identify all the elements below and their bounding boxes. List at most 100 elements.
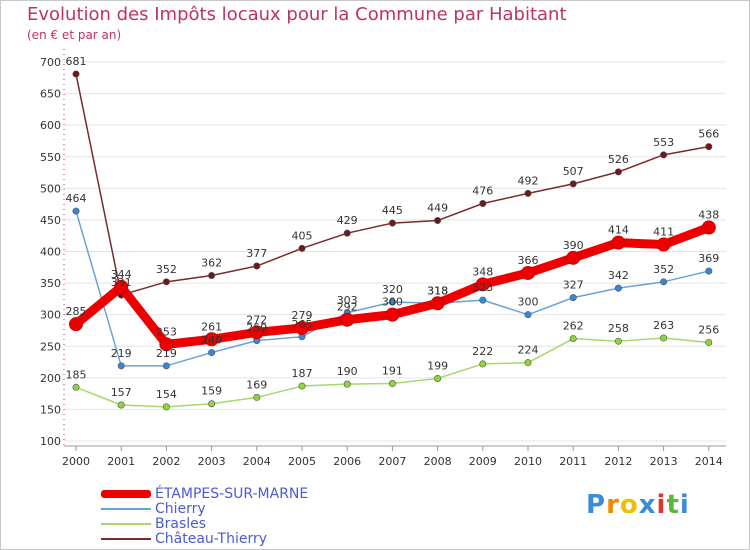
data-point bbox=[660, 334, 668, 342]
data-point bbox=[162, 403, 170, 411]
data-label: 352 bbox=[156, 263, 177, 276]
data-label: 285 bbox=[66, 305, 87, 318]
data-point bbox=[385, 307, 400, 322]
data-label: 292 bbox=[337, 301, 358, 314]
data-point bbox=[479, 199, 487, 207]
data-label: 405 bbox=[292, 229, 313, 242]
data-label: 553 bbox=[653, 136, 674, 149]
data-label: 222 bbox=[472, 345, 493, 358]
x-tick-label: 2002 bbox=[152, 455, 180, 468]
chart-subtitle: (en € et par an) bbox=[27, 28, 122, 42]
data-point bbox=[72, 207, 80, 215]
data-label: 240 bbox=[201, 334, 222, 347]
data-point bbox=[660, 151, 668, 159]
logo-letter: o bbox=[619, 490, 639, 520]
data-label: 369 bbox=[698, 252, 719, 265]
proxiti-logo: Proxiti bbox=[586, 490, 690, 520]
data-label: 279 bbox=[292, 309, 313, 322]
data-label: 265 bbox=[292, 318, 313, 331]
data-point bbox=[249, 325, 264, 340]
data-label: 199 bbox=[427, 359, 448, 372]
data-label: 438 bbox=[698, 208, 719, 221]
y-tick-label: 250 bbox=[40, 340, 61, 353]
legend: ÉTAMPES-SUR-MARNE Chierry Brasles Châtea… bbox=[101, 487, 361, 547]
data-label: 681 bbox=[66, 55, 87, 68]
y-tick-label: 650 bbox=[40, 88, 61, 101]
data-label: 190 bbox=[337, 365, 358, 378]
data-label: 323 bbox=[472, 281, 493, 294]
data-label: 344 bbox=[111, 268, 132, 281]
data-label: 526 bbox=[608, 153, 629, 166]
legend-label-etampes: ÉTAMPES-SUR-MARNE bbox=[155, 486, 309, 502]
y-tick-label: 100 bbox=[40, 435, 61, 448]
x-tick-label: 2007 bbox=[378, 455, 406, 468]
data-label: 262 bbox=[563, 320, 584, 333]
data-label: 342 bbox=[608, 269, 629, 282]
data-point bbox=[340, 312, 355, 327]
data-point bbox=[253, 393, 261, 401]
data-label: 414 bbox=[608, 224, 629, 237]
data-point bbox=[159, 337, 174, 352]
data-label: 492 bbox=[518, 174, 539, 187]
data-point bbox=[705, 267, 713, 275]
data-label: 390 bbox=[563, 239, 584, 252]
data-point bbox=[614, 337, 622, 345]
x-tick-label: 2000 bbox=[62, 455, 90, 468]
data-point bbox=[117, 362, 125, 370]
data-label: 362 bbox=[201, 257, 222, 270]
data-label: 185 bbox=[66, 368, 87, 381]
data-label: 224 bbox=[518, 344, 539, 357]
data-label: 507 bbox=[563, 165, 584, 178]
data-point bbox=[388, 380, 396, 388]
logo-letter: r bbox=[606, 490, 620, 520]
data-point bbox=[614, 284, 622, 292]
data-point bbox=[388, 298, 396, 306]
data-label: 429 bbox=[337, 214, 358, 227]
data-point bbox=[434, 217, 442, 225]
data-label: 366 bbox=[518, 254, 539, 267]
data-label: 303 bbox=[337, 294, 358, 307]
data-point bbox=[388, 219, 396, 227]
data-point bbox=[660, 278, 668, 286]
logo-letter: t bbox=[666, 490, 680, 520]
data-label: 449 bbox=[427, 202, 448, 215]
data-point bbox=[295, 320, 309, 335]
data-point bbox=[69, 317, 83, 332]
logo-letter: P bbox=[586, 490, 607, 520]
legend-item-etampes: ÉTAMPES-SUR-MARNE bbox=[101, 487, 361, 502]
x-tick-label: 2009 bbox=[469, 455, 497, 468]
data-point bbox=[705, 338, 713, 346]
legend-label-brasles: Brasles bbox=[155, 516, 207, 532]
data-label: 352 bbox=[653, 263, 674, 276]
data-point bbox=[208, 272, 216, 280]
data-point bbox=[343, 380, 351, 388]
data-point bbox=[117, 401, 125, 409]
data-point bbox=[569, 294, 577, 302]
x-tick-label: 2003 bbox=[198, 455, 226, 468]
data-label: 159 bbox=[201, 385, 222, 398]
data-point bbox=[298, 244, 306, 252]
data-label: 191 bbox=[382, 365, 403, 378]
data-label: 318 bbox=[427, 284, 448, 297]
y-tick-label: 300 bbox=[40, 309, 61, 322]
chart-title: Evolution des Impôts locaux pour la Comm… bbox=[27, 4, 567, 25]
data-point bbox=[475, 277, 490, 292]
y-tick-label: 400 bbox=[40, 246, 61, 259]
data-label: 411 bbox=[653, 226, 674, 239]
data-label: 476 bbox=[472, 184, 493, 197]
data-point bbox=[524, 359, 532, 367]
data-label: 263 bbox=[653, 319, 674, 332]
data-point bbox=[701, 220, 716, 235]
data-label: 154 bbox=[156, 388, 177, 401]
data-point bbox=[611, 235, 626, 250]
data-point bbox=[614, 168, 622, 176]
y-tick-label: 450 bbox=[40, 214, 61, 227]
legend-swatch-brasles bbox=[101, 523, 151, 525]
data-point bbox=[705, 143, 713, 151]
logo-letter: x bbox=[638, 490, 657, 520]
x-tick-label: 2010 bbox=[514, 455, 542, 468]
legend-label-chierry: Chierry bbox=[155, 501, 206, 517]
data-label: 320 bbox=[382, 283, 403, 296]
x-tick-label: 2005 bbox=[288, 455, 316, 468]
